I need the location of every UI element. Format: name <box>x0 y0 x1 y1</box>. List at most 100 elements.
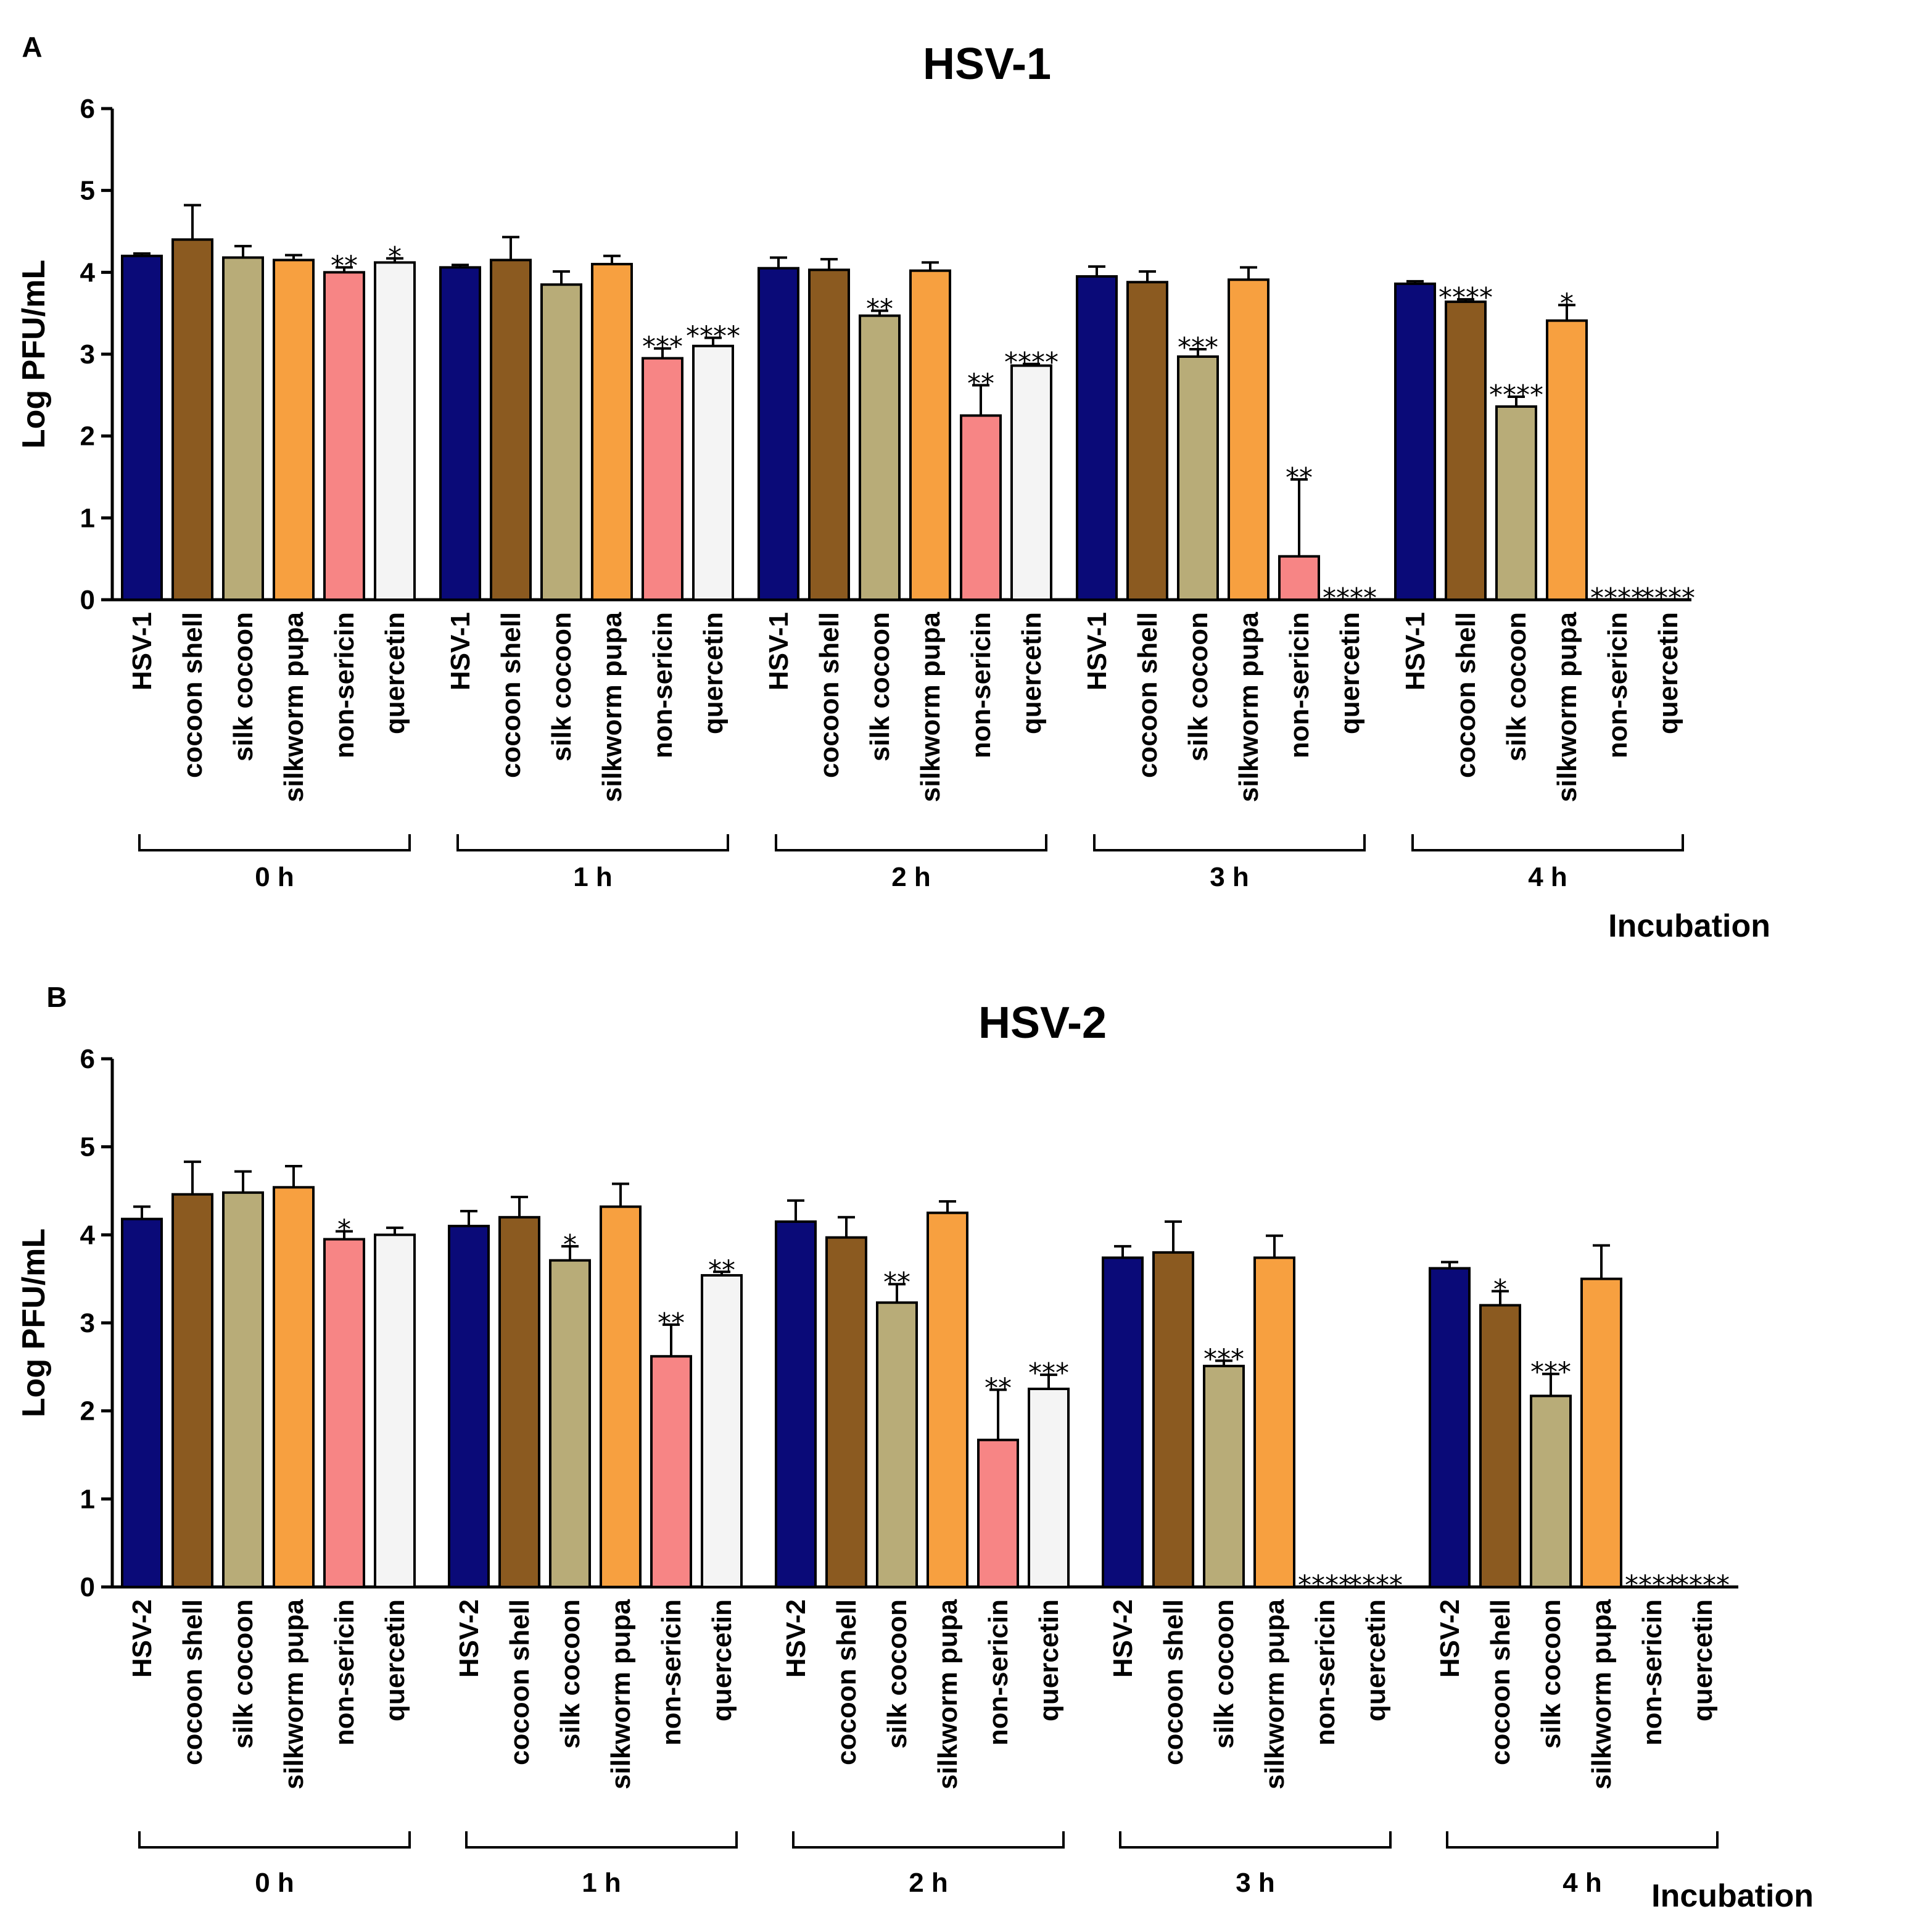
x-tick-label: silk cocoon <box>1536 1599 1566 1749</box>
bar <box>1479 1304 1521 1588</box>
x-tick-label: non-sericin <box>656 1599 687 1746</box>
significance-label: * <box>563 1229 577 1261</box>
x-tick-label: silk cocoon <box>1501 612 1532 761</box>
x-tick-label: quercetin <box>380 612 410 734</box>
bar <box>1076 275 1118 601</box>
significance-label: * <box>388 241 402 273</box>
significance-label: **** <box>1323 582 1377 614</box>
bar <box>1152 1251 1194 1589</box>
x-tick-label: silkworm pupa <box>1234 611 1264 802</box>
group-label: 2 h <box>891 862 931 892</box>
x-tick-label: silkworm pupa <box>279 1599 309 1789</box>
x-tick-label: HSV-2 <box>1108 1599 1138 1678</box>
significance-label: *** <box>1203 1343 1244 1375</box>
significance-label: ** <box>331 250 358 281</box>
y-tick-label: 0 <box>80 1572 95 1602</box>
significance-label: * <box>337 1214 351 1246</box>
group-label: 0 h <box>255 862 294 892</box>
x-tick-label: non-sericin <box>329 612 360 758</box>
x-tick-label: silk cocoon <box>882 1599 912 1749</box>
bar <box>448 1225 490 1588</box>
group-label: 4 h <box>1563 1868 1602 1898</box>
x-tick-label: cocoon shell <box>832 1599 862 1765</box>
x-tick-label: silkworm pupa <box>1552 611 1582 802</box>
x-tick-label: non-sericin <box>1310 1599 1340 1746</box>
y-tick-label: 6 <box>80 1044 95 1074</box>
bar <box>121 254 163 601</box>
group-bracket <box>138 834 411 851</box>
y-tick-label: 6 <box>80 94 95 124</box>
bar <box>701 1274 743 1588</box>
x-tick-label: quercetin <box>380 1599 410 1721</box>
x-tick-label: cocoon shell <box>1485 1599 1516 1765</box>
bar <box>323 271 365 602</box>
x-tick-label: cocoon shell <box>1158 1599 1189 1765</box>
bar <box>171 1193 213 1588</box>
y-tick-label: 5 <box>80 176 95 206</box>
bar <box>808 268 850 601</box>
chart-title: HSV-1 <box>923 39 1051 89</box>
bar <box>825 1236 867 1588</box>
x-tick-label: silk cocoon <box>865 612 895 761</box>
x-tick-label: quercetin <box>1653 612 1683 734</box>
significance-label: **** <box>1298 1570 1352 1601</box>
x-tick-label: quercetin <box>1034 1599 1064 1721</box>
bar <box>909 269 951 601</box>
bar <box>121 1217 163 1588</box>
bar <box>1445 300 1487 601</box>
x-tick-label: silk cocoon <box>228 612 258 761</box>
bar <box>273 1186 315 1588</box>
y-tick-label: 0 <box>80 585 95 615</box>
bar <box>960 414 1002 601</box>
significance-label: **** <box>686 320 740 352</box>
bar <box>1177 355 1219 601</box>
x-tick-label: silk cocoon <box>1183 612 1213 761</box>
significance-label: ** <box>1286 462 1313 494</box>
group-label: 1 h <box>582 1868 621 1898</box>
significance-label: *** <box>642 331 683 363</box>
y-tick-label: 5 <box>80 1132 95 1162</box>
x-tick-label: silkworm pupa <box>1587 1599 1617 1789</box>
x-axis-label: Incubation <box>1651 1878 1814 1914</box>
bar <box>222 1191 264 1589</box>
y-tick-label: 3 <box>80 339 95 370</box>
group-bracket <box>1411 834 1684 851</box>
x-tick-label: cocoon shell <box>1133 612 1163 778</box>
bar <box>642 357 683 602</box>
y-tick-label: 2 <box>80 421 95 452</box>
y-axis-label: Log PFU/mL <box>16 260 52 449</box>
x-tick-label: non-sericin <box>966 612 996 758</box>
y-tick-label: 1 <box>80 503 95 533</box>
x-tick-label: HSV-2 <box>781 1599 811 1678</box>
x-tick-label: cocoon shell <box>814 612 844 778</box>
significance-label: ** <box>658 1307 685 1339</box>
significance-label: *** <box>1178 332 1218 363</box>
group-bracket <box>775 834 1047 851</box>
x-tick-label: HSV-1 <box>1400 612 1430 690</box>
x-tick-label: non-sericin <box>329 1599 360 1746</box>
bar <box>498 1216 540 1589</box>
x-tick-label: quercetin <box>698 612 729 734</box>
significance-label: **** <box>1675 1570 1730 1601</box>
bar <box>1580 1277 1622 1589</box>
bar <box>650 1355 692 1589</box>
panel-letter: A <box>22 31 42 63</box>
chart-title: HSV-2 <box>978 998 1107 1048</box>
bar <box>977 1438 1019 1588</box>
significance-label: **** <box>1004 347 1059 378</box>
x-tick-label: quercetin <box>1688 1599 1718 1721</box>
x-tick-label: quercetin <box>1335 612 1365 734</box>
bar <box>1546 319 1588 602</box>
bar <box>439 266 481 601</box>
bar <box>1253 1256 1295 1588</box>
bar <box>374 261 416 601</box>
significance-label: **** <box>1625 1570 1679 1601</box>
significance-label: **** <box>1439 282 1493 313</box>
x-tick-label: cocoon shell <box>1451 612 1481 778</box>
bar <box>323 1238 365 1588</box>
x-tick-label: silkworm pupa <box>1260 1599 1290 1789</box>
x-tick-label: non-sericin <box>983 1599 1013 1746</box>
significance-label: **** <box>1590 582 1645 614</box>
x-tick-label: HSV-2 <box>454 1599 484 1678</box>
panel-b: B HSV-2 Log PFU/mL 0 1 2 3 4 5 6 HSV-2 cocoon shell… <box>16 981 1814 1914</box>
